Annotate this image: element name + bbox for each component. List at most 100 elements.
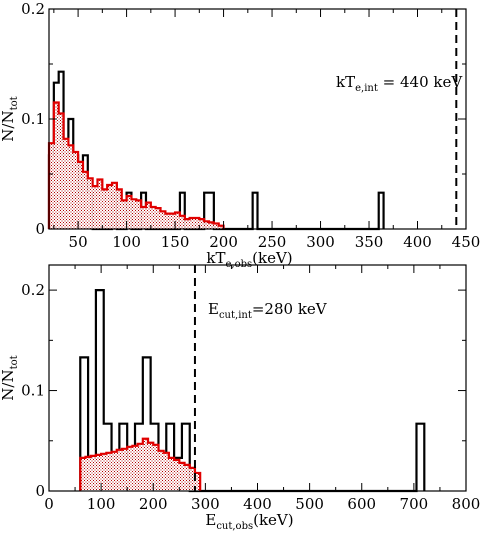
histogram-bar xyxy=(121,448,128,491)
histogram-bar xyxy=(132,445,138,491)
y-tick-label: 0.2 xyxy=(21,0,45,18)
top-annotation-main: kT xyxy=(336,73,355,91)
bottom-y-axis-label: N/Ntot xyxy=(0,355,20,400)
y-tick-label: 0.1 xyxy=(21,382,45,400)
top-y-axis-label-main: N/N xyxy=(0,110,17,141)
x-tick-label: 800 xyxy=(452,495,480,513)
histogram-bar xyxy=(145,202,151,229)
histogram-bar xyxy=(126,196,132,229)
y-tick-label: 0.1 xyxy=(21,110,45,128)
bottom-y-axis-label-subscript: tot xyxy=(9,355,20,369)
histogram-bar xyxy=(141,207,146,229)
bottom-x-axis-label-main: E xyxy=(205,511,216,529)
bottom-panel: 0 100 200 300 400 500 600 700 800 0 0.1 0.2 Ecut,obs… xyxy=(0,264,480,532)
top-x-axis-label: kTe,obs(keV) xyxy=(206,249,292,270)
top-series-1-outline xyxy=(47,101,225,229)
bottom-x-axis-label-subscript: cut,obs xyxy=(216,521,253,532)
histogram-bar xyxy=(150,207,156,229)
histogram-bar xyxy=(137,443,143,491)
x-tick-label: 300 xyxy=(306,233,335,251)
x-tick-label: 100 xyxy=(112,233,141,251)
histogram-bar xyxy=(116,449,122,491)
x-tick-label: 300 xyxy=(191,495,220,513)
histogram-bar xyxy=(155,208,161,229)
x-tick-label: 450 xyxy=(452,233,480,251)
y-tick-label: 0 xyxy=(35,482,45,500)
histogram-bar xyxy=(107,185,113,229)
histogram-bar xyxy=(160,211,166,229)
y-tick-label: 0 xyxy=(35,220,45,238)
histogram-bar xyxy=(53,102,59,229)
histogram-bar xyxy=(189,467,195,491)
x-tick-label: 700 xyxy=(400,495,429,513)
histogram-bar xyxy=(102,189,108,229)
histogram-bar xyxy=(148,442,154,491)
histogram-bar xyxy=(127,446,133,491)
x-tick-label: 400 xyxy=(243,495,272,513)
top-panel: 50 100 150 200 250 300 350 400 450 0 0.1 0.2 kTe,obs… xyxy=(0,0,480,270)
x-tick-label: 200 xyxy=(209,233,238,251)
histogram-bar xyxy=(95,454,102,491)
top-x-axis-label-main: kT xyxy=(206,249,225,267)
top-y-axis-label-subscript: tot xyxy=(9,96,20,110)
histogram-bar xyxy=(73,152,79,229)
histogram-bar xyxy=(106,452,112,491)
histogram-bar xyxy=(142,438,149,491)
x-tick-label: 500 xyxy=(295,495,324,513)
histogram-bar xyxy=(179,215,185,229)
histogram-bar xyxy=(78,161,83,229)
y-tick-label: 0.2 xyxy=(21,281,45,299)
top-annotation: kTe,int = 440 keV xyxy=(336,73,463,94)
histogram-bar xyxy=(189,218,195,229)
x-tick-label: 350 xyxy=(355,233,384,251)
bottom-x-axis-label-suffix: (keV) xyxy=(253,511,294,529)
bottom-annotation-suffix: =280 keV xyxy=(252,300,328,318)
histogram-bar xyxy=(58,113,64,229)
histogram-bar xyxy=(101,453,107,491)
histogram-bar xyxy=(63,138,69,229)
histogram-bar xyxy=(213,223,219,229)
histogram-bar xyxy=(82,171,88,229)
histogram-bar xyxy=(116,189,122,229)
histogram-bar xyxy=(153,444,159,491)
histogram-bar xyxy=(111,451,117,491)
histogram-bar xyxy=(121,200,127,229)
histogram-bar xyxy=(168,457,175,491)
x-tick-label: 100 xyxy=(87,495,116,513)
histogram-bar xyxy=(165,213,171,229)
bottom-y-axis-label-main: N/N xyxy=(0,369,17,400)
histogram-bar xyxy=(204,221,210,229)
histogram-bar xyxy=(97,179,103,229)
histogram-bar xyxy=(184,219,190,229)
bottom-annotation-subscript: cut,int xyxy=(219,310,252,321)
top-series-1 xyxy=(47,101,225,229)
histogram-bar xyxy=(218,225,224,229)
histogram-bar xyxy=(184,464,190,491)
top-annotation-suffix: = 440 keV xyxy=(378,73,463,91)
histogram-bar xyxy=(90,455,96,491)
histogram-bar xyxy=(199,219,205,229)
histogram-bar xyxy=(68,145,74,229)
histogram-bar xyxy=(175,212,180,229)
histogram-bar xyxy=(112,182,117,229)
x-tick-label: 150 xyxy=(161,233,190,251)
histogram-bar xyxy=(194,472,201,491)
histogram-bar xyxy=(179,462,185,491)
bottom-series-1 xyxy=(79,437,202,491)
bottom-annotation: Ecut,int=280 keV xyxy=(208,300,328,321)
histogram-bar xyxy=(163,452,169,491)
top-y-axis-label: N/Ntot xyxy=(0,96,20,141)
histogram-bar xyxy=(80,457,86,491)
x-tick-label: 400 xyxy=(403,233,432,251)
x-tick-label: 200 xyxy=(139,495,168,513)
histogram-bar xyxy=(194,218,200,229)
histogram-bar xyxy=(170,213,176,229)
histogram-bar xyxy=(209,222,214,229)
x-tick-label: 0 xyxy=(44,495,54,513)
histogram-bar xyxy=(92,186,98,229)
histogram-bar xyxy=(49,143,54,229)
top-annotation-subscript: e,int xyxy=(355,83,378,94)
histogram-bar xyxy=(85,456,91,491)
bottom-annotation-main: E xyxy=(208,300,219,318)
